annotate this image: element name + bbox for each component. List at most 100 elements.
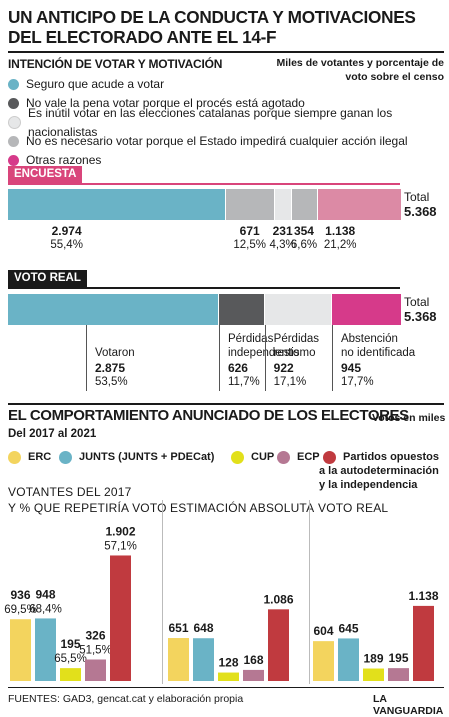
legend-swatch — [8, 136, 19, 147]
bar-percent-label: 51,5% — [79, 644, 112, 656]
title-divider — [8, 51, 444, 53]
bar-segment — [8, 294, 218, 325]
bar — [35, 618, 56, 681]
panel1-title-l1: VOTANTES DEL 2017 — [8, 485, 132, 499]
encuesta-total-label: Total — [404, 190, 430, 204]
voto-real-tag-line — [8, 287, 400, 289]
bar — [193, 638, 214, 681]
party-legend: ERC JUNTS (JUNTS + PDECat) CUP ECP Parti… — [0, 445, 449, 495]
section1-subtitle: INTENCIÓN DE VOTAR Y MOTIVACIÓN — [8, 57, 223, 71]
bar — [218, 672, 239, 681]
bar-segment — [291, 189, 318, 220]
bar — [338, 638, 359, 681]
voto-real-stacked-bar — [8, 294, 401, 325]
bar-percent-label: 57,1% — [104, 540, 137, 552]
motivation-legend: Seguro que acude a votar No vale la pena … — [8, 75, 448, 170]
legend-cup-label: CUP — [251, 451, 275, 463]
bar — [110, 555, 131, 681]
footer-divider — [8, 687, 444, 688]
bar-value-label: 189 — [363, 652, 383, 666]
legend-swatch — [8, 155, 19, 166]
legend-item: No es necesario votar porque el Estado i… — [8, 132, 448, 151]
legend-label: Seguro que acude a votar — [26, 77, 165, 91]
bar-segment — [8, 189, 226, 220]
bar-percent-label: 65,5% — [54, 653, 87, 665]
bar-percent-label: 68,4% — [29, 603, 62, 615]
source-note: FUENTES: GAD3, gencat.cat y elaboración … — [8, 693, 244, 705]
segment-value: 922 — [273, 361, 294, 375]
bar — [413, 605, 434, 681]
voto-real-value-labels: Votaron 2.875 53,5% Pérdidas independentismo… — [0, 325, 449, 395]
legend-item: Otras razones — [8, 151, 448, 170]
bar — [268, 609, 289, 681]
section2-period: Del 2017 al 2021 — [8, 428, 97, 440]
panel3-title: VOTO REAL — [318, 501, 389, 515]
encuesta-stacked-bar — [8, 189, 401, 220]
bar-value-label: 936 — [10, 588, 30, 602]
bar-value-label: 648 — [193, 621, 213, 635]
panel1-title-l2: Y % QUE REPETIRÍA VOTO — [8, 501, 167, 515]
legend-erc-label: ERC — [28, 451, 52, 463]
segment-caption: Votaron — [95, 347, 135, 359]
legend-opuestos-swatch — [323, 451, 336, 464]
segment-percent: 17,7% — [340, 376, 374, 388]
legend-junts-swatch — [59, 451, 72, 464]
bar-value-label: 128 — [218, 656, 238, 670]
segment-percent: 6,6% — [290, 239, 318, 251]
segment-value: 626 — [227, 361, 248, 375]
bar-percent-label: 69,5% — [4, 604, 37, 616]
legend-opuestos-label-l2: a la autodeterminación — [319, 465, 439, 477]
chart-title: UN ANTICIPO DE LA CONDUCTA Y MOTIVACIONE… — [8, 7, 416, 47]
encuesta-total-value: 5.368 — [404, 204, 437, 219]
segment-value: 2.974 — [51, 224, 82, 238]
panel-separator — [162, 500, 163, 684]
bar-value-label: 1.902 — [105, 524, 135, 538]
bar — [313, 641, 334, 681]
legend-label: Es inútil votar en las elecciones catala… — [28, 105, 393, 139]
leader-line — [218, 325, 220, 391]
section2-note: Votos en miles — [372, 412, 446, 424]
bar-value-label: 195 — [60, 637, 80, 651]
segment-caption: no identificada — [340, 347, 416, 359]
encuesta-tag: ENCUESTA — [8, 166, 83, 183]
segment-caption: independentismo — [227, 347, 316, 359]
legend-ecp-swatch — [277, 451, 290, 464]
bar-segment — [316, 189, 401, 220]
legend-item: Es inútil votar en las elecciones catala… — [8, 106, 448, 139]
legend-swatch — [8, 79, 19, 90]
segment-value: 231 — [272, 224, 293, 238]
legend-item: Seguro que acude a votar — [8, 75, 448, 94]
legend-label: No vale la pena votar porque el procés e… — [26, 96, 305, 110]
bar-segment — [225, 189, 276, 220]
bar-segment — [330, 294, 401, 325]
segment-percent: 53,5% — [95, 376, 128, 388]
segment-percent: 4,3% — [269, 239, 296, 251]
bar — [10, 619, 31, 681]
encuesta-value-labels: 2.974 55,4% 671 12,5% 231 4,3% 354 6,6% 1.138 21,… — [0, 223, 449, 253]
bar-value-label: 948 — [35, 587, 55, 601]
segment-percent: 12,5% — [233, 239, 266, 251]
leader-line — [331, 325, 333, 391]
units-note: Miles de votantes y porcentaje de voto s… — [276, 57, 444, 83]
bar-value-label: 645 — [338, 621, 358, 635]
segment-value: 945 — [340, 361, 362, 375]
legend-opuestos-label-l3: y la independencia — [319, 479, 418, 491]
voto-real-total-label: Total — [404, 295, 430, 309]
segment-value: 354 — [293, 224, 314, 238]
segment-value: 2.875 — [95, 361, 126, 375]
section2-divider — [8, 403, 444, 405]
bar-segment — [263, 294, 332, 325]
legend-swatch — [8, 98, 19, 109]
voto-real-total-value: 5.368 — [404, 309, 437, 324]
legend-label: No es necesario votar porque el Estado i… — [26, 134, 408, 148]
bar-segment — [274, 189, 293, 220]
legend-junts-label: JUNTS (JUNTS + PDECat) — [79, 451, 215, 463]
section2-title: EL COMPORTAMIENTO ANUNCIADO DE LOS ELECT… — [8, 407, 409, 424]
leader-line — [86, 325, 87, 391]
panel2-title: ESTIMACIÓN ABSOLUTA — [170, 501, 315, 515]
bar — [388, 668, 409, 681]
bar — [363, 668, 384, 681]
legend-cup-swatch — [231, 451, 244, 464]
segment-value: 671 — [239, 224, 260, 238]
